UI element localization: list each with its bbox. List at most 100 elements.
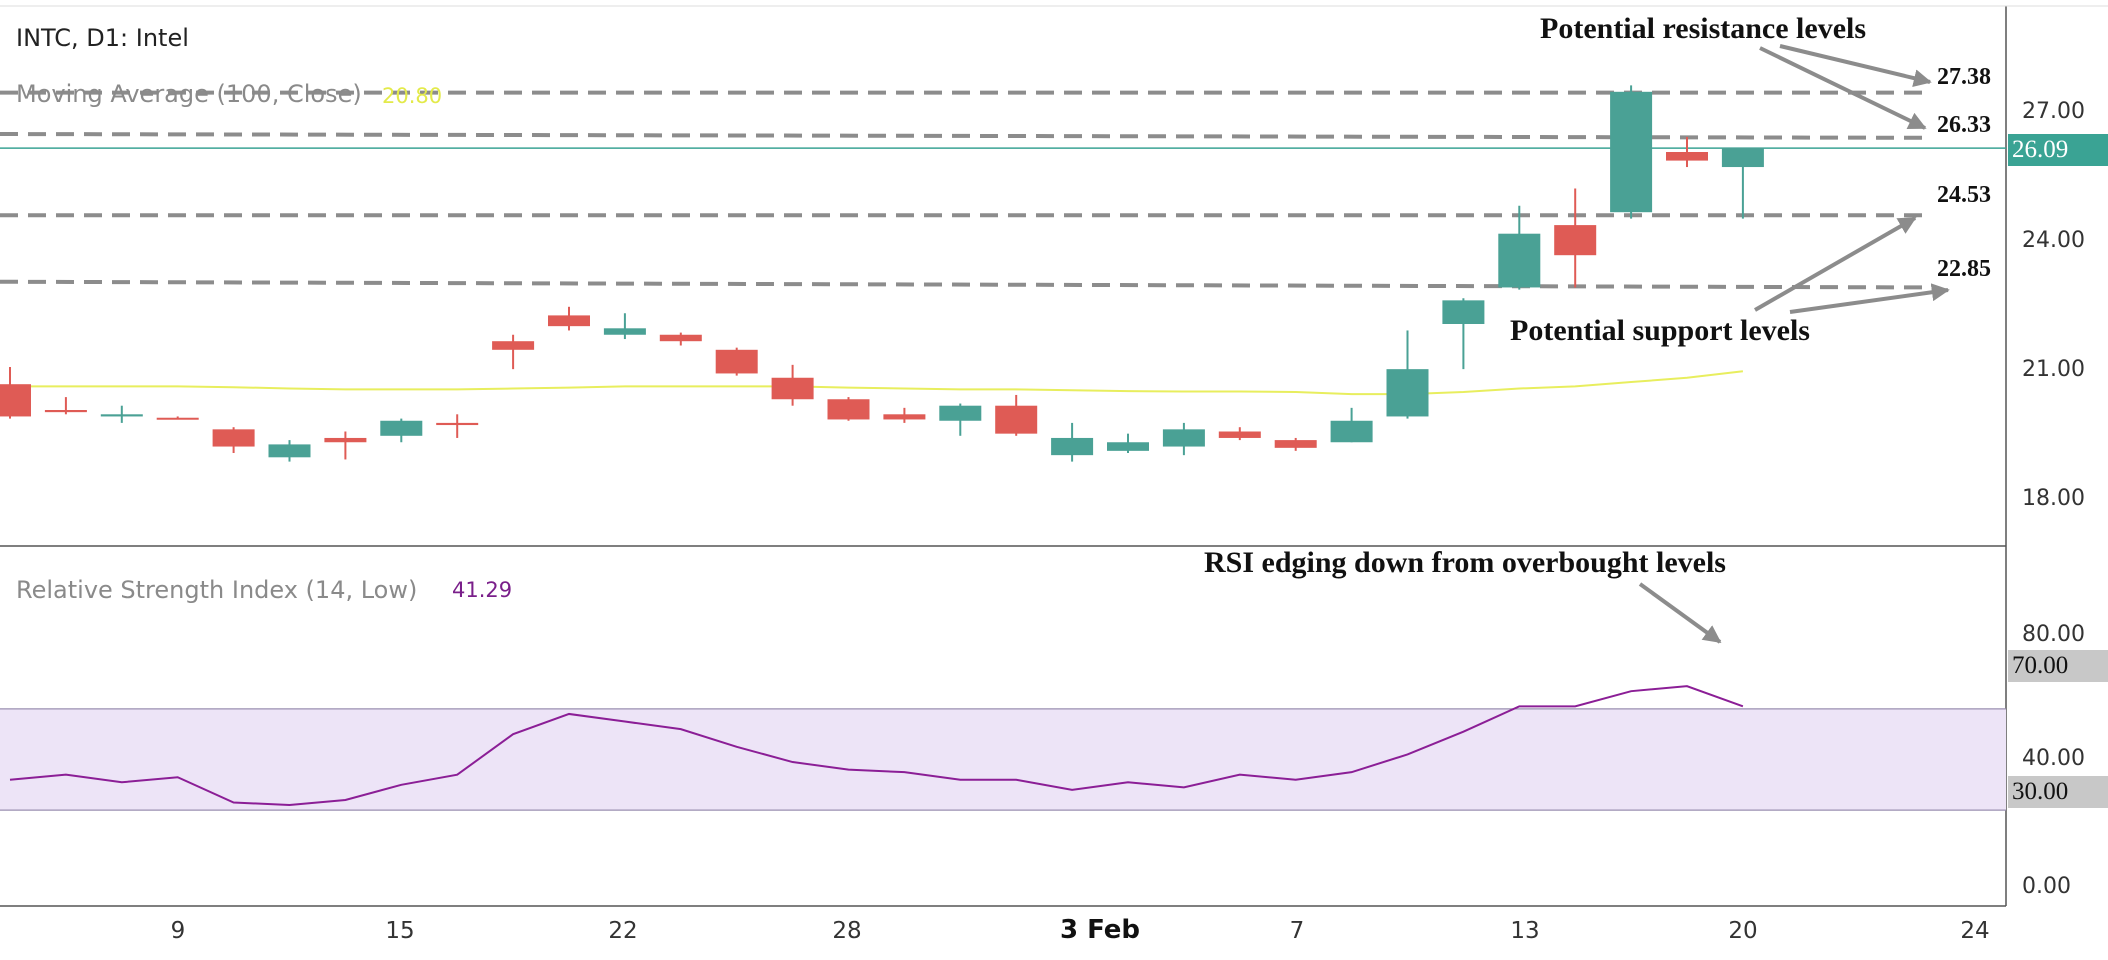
support-level-1-label: 24.53 — [1937, 182, 1991, 208]
candle-body — [0, 384, 31, 417]
resistance-arrow-1 — [1779, 44, 1932, 87]
candle-down — [1218, 427, 1261, 441]
candle-down — [1554, 188, 1597, 288]
resistance-annotation: Potential resistance levels — [1540, 12, 1867, 45]
candle-body — [827, 399, 870, 420]
candle-down — [1274, 437, 1317, 451]
price-tick: 21.00 — [2022, 357, 2085, 382]
candle-body — [995, 405, 1038, 434]
candle-body — [44, 410, 87, 413]
symbol-title: INTC, D1: Intel — [16, 24, 189, 52]
candle-body — [1330, 420, 1373, 443]
candle-body — [715, 349, 758, 374]
candle-down — [0, 367, 31, 419]
candle-down — [212, 427, 255, 453]
resistance-level-1-label: 27.38 — [1937, 64, 1991, 90]
candle-down — [771, 364, 814, 406]
candle-down — [659, 332, 702, 346]
candle-up — [1610, 85, 1653, 219]
support-annotation: Potential support levels — [1510, 314, 1810, 347]
candle-body — [1218, 431, 1261, 438]
candlesticks — [0, 85, 1764, 462]
rsi-tick: 0.00 — [2022, 874, 2071, 899]
candle-body — [1498, 233, 1541, 288]
candle-up — [100, 405, 143, 423]
candle-up — [1051, 422, 1094, 462]
candle-down — [1666, 136, 1708, 168]
rsi-line — [9, 685, 1744, 807]
x-tick: 28 — [832, 918, 862, 944]
rsi-polyline — [9, 685, 1744, 807]
rsi-legend-label: Relative Strength Index (14, Low) — [16, 576, 418, 604]
rsi-tick: 80.00 — [2022, 622, 2085, 647]
price-tick: 27.00 — [2022, 99, 2085, 124]
resistance-level-2-line — [0, 132, 1931, 140]
support-level-2-line — [0, 279, 1931, 290]
candle-body — [659, 334, 702, 342]
candle-body — [1721, 147, 1764, 168]
rsi-legend-value: 41.29 — [452, 578, 513, 602]
resistance-arrow-2 — [1759, 46, 1927, 130]
x-tick-month: 3 Feb — [1059, 915, 1141, 945]
support-level-2-label: 22.85 — [1937, 256, 1991, 282]
rsi-band-fill — [0, 708, 2006, 811]
x-tick: 20 — [1728, 918, 1758, 944]
annotation-arrows — [1638, 44, 1950, 644]
candle-up — [1498, 205, 1541, 290]
candle-body — [1162, 429, 1205, 447]
candle-down — [324, 431, 367, 460]
candle-down — [548, 306, 590, 331]
candle-up — [1107, 433, 1149, 453]
candle-body — [1051, 437, 1094, 456]
candle-body — [1554, 225, 1597, 256]
candle-body — [492, 341, 535, 350]
price-tick: 24.00 — [2022, 228, 2085, 253]
x-tick: 24 — [1960, 918, 1990, 944]
candle-down — [995, 394, 1038, 436]
rsi-lower-band-badge: 30.00 — [2008, 776, 2108, 808]
x-tick: 13 — [1510, 918, 1540, 944]
candle-down — [44, 397, 87, 415]
candle-up — [603, 313, 646, 340]
candle-body — [268, 444, 311, 458]
support-arrow-1 — [1754, 216, 1917, 312]
rsi-band-area — [0, 708, 2006, 811]
candle-body — [548, 315, 590, 327]
candle-down — [492, 334, 535, 370]
candle-down — [827, 397, 870, 421]
candle-up — [939, 403, 982, 436]
candle-body — [156, 417, 199, 420]
ma-legend-label: Moving Average (100, Close) — [16, 80, 362, 108]
candle-body — [380, 420, 423, 436]
resistance-level-2-label: 26.33 — [1937, 112, 1991, 138]
candle-body — [212, 429, 255, 447]
x-tick: 7 — [1289, 918, 1305, 944]
candle-body — [1442, 300, 1485, 324]
support-arrow-2 — [1789, 283, 1950, 314]
x-tick: 15 — [385, 918, 415, 944]
candle-body — [603, 328, 646, 335]
candle-body — [939, 405, 982, 421]
candle-body — [771, 377, 814, 400]
rsi-arrow — [1638, 582, 1722, 644]
candle-down — [436, 414, 479, 438]
candle-up — [1721, 147, 1764, 219]
candle-down — [883, 407, 926, 423]
candle-body — [324, 437, 367, 443]
candle-up — [268, 440, 311, 462]
candle-down — [156, 416, 199, 420]
current-price-badge: 26.09 — [2008, 134, 2108, 166]
candle-body — [1386, 369, 1429, 417]
x-tick: 22 — [608, 918, 638, 944]
candle-up — [1162, 422, 1205, 456]
ma-legend-value: 20.80 — [382, 84, 443, 108]
candle-body — [883, 414, 926, 420]
candle-body — [436, 422, 479, 426]
candle-up — [380, 418, 423, 443]
candle-down — [715, 347, 758, 376]
candle-body — [1610, 91, 1653, 213]
rsi-tick: 40.00 — [2022, 746, 2085, 771]
candle-body — [1274, 440, 1317, 448]
candle-body — [1666, 152, 1708, 161]
